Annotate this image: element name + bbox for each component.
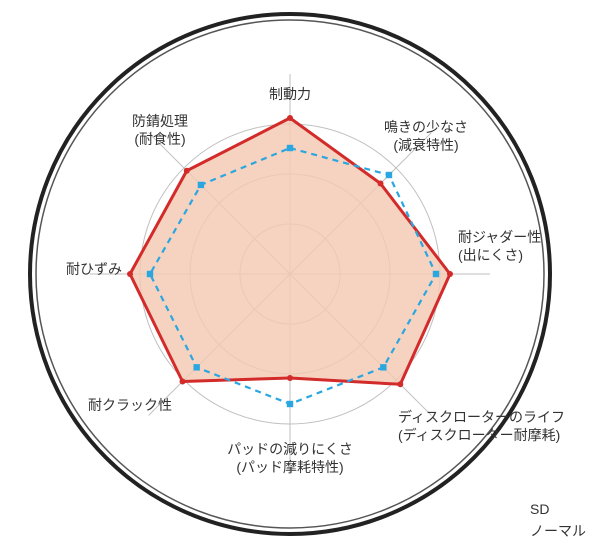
marker (380, 364, 386, 370)
marker (127, 271, 133, 277)
legend-item-normal: ノーマル (478, 521, 586, 541)
marker (433, 271, 439, 277)
axis-label-3: ディスクローターのライフ (398, 409, 565, 425)
axis-label-2: 耐ジャダー性 (458, 229, 541, 245)
axis-sublabel-3: (ディスクローター耐摩耗) (398, 427, 560, 443)
marker (447, 271, 453, 277)
marker (386, 172, 392, 178)
legend-label-sd: SD (530, 501, 549, 517)
marker (287, 375, 293, 381)
marker (378, 180, 384, 186)
axis-label-6: 耐ひずみ (66, 261, 122, 277)
legend-item-sd: SD (478, 501, 586, 517)
marker (287, 145, 293, 151)
axis-sublabel-2: (出にくさ) (458, 247, 523, 263)
axis-label-4: パッドの減りにくさ (227, 441, 353, 457)
radar-chart: 制動力鳴きの少なさ (減衰特性) 耐ジャダー性 (出にくさ) ディスクローターのライフ (… (0, 0, 600, 549)
marker (287, 115, 293, 121)
axis-sublabel-1: (減衰特性) (393, 137, 458, 153)
marker (147, 271, 153, 277)
marker (198, 182, 204, 188)
axis-label-7: 防錆処理 (132, 113, 188, 129)
marker (397, 381, 403, 387)
axis-sublabel-4: (パッド摩耗特性) (236, 459, 343, 475)
axis-label-5: 耐クラック性 (88, 397, 172, 413)
chart-container: 制動力鳴きの少なさ (減衰特性) 耐ジャダー性 (出にくさ) ディスクローターのライフ (… (0, 0, 600, 549)
marker (287, 401, 293, 407)
series-fill-SD (130, 118, 450, 384)
marker (193, 364, 199, 370)
legend-label-normal: ノーマル (530, 521, 586, 541)
axis-label-1: 鳴きの少なさ (384, 119, 468, 135)
axis-label-0: 制動力 (269, 86, 311, 102)
marker (180, 378, 186, 384)
axis-sublabel-7: (耐食性) (134, 131, 185, 147)
legend: SD ノーマル (478, 497, 586, 541)
marker (184, 168, 190, 174)
